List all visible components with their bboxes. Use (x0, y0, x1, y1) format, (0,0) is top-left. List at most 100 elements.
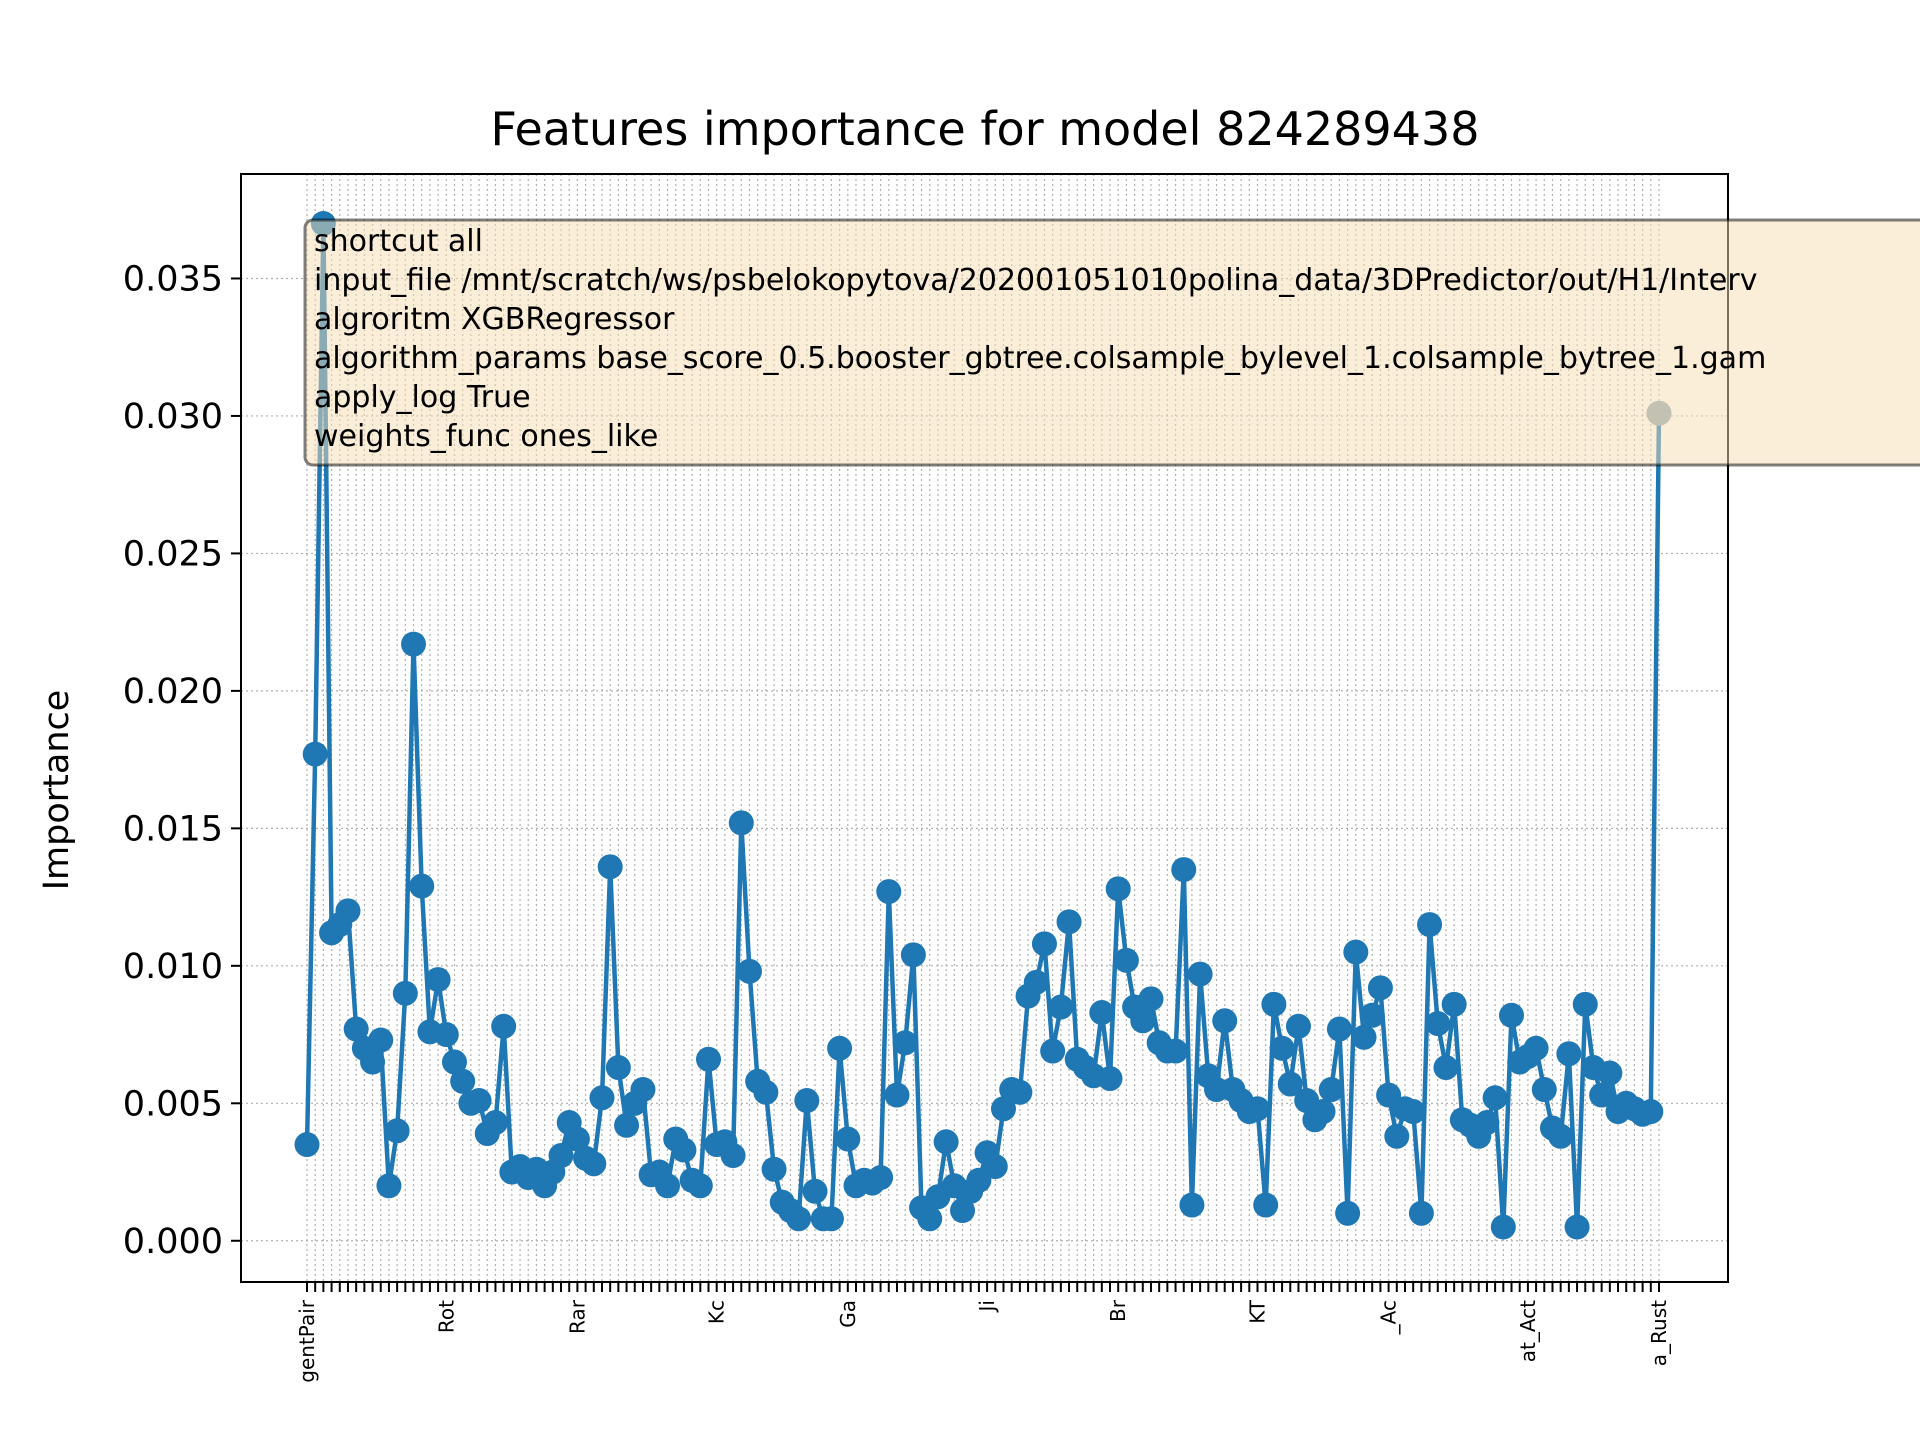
x-tick-label: gentPair (295, 1299, 319, 1382)
data-point (1023, 969, 1049, 995)
data-point (1171, 857, 1197, 883)
data-point (1474, 1110, 1500, 1136)
data-point (1441, 991, 1467, 1017)
data-point (425, 967, 451, 993)
data-point (1523, 1035, 1549, 1061)
data-point (671, 1137, 697, 1163)
data-point (1007, 1079, 1033, 1105)
data-point (1425, 1011, 1451, 1037)
data-point (950, 1198, 976, 1224)
data-point (343, 1016, 369, 1042)
data-point (1384, 1123, 1410, 1149)
data-point (376, 1173, 402, 1199)
data-point (1376, 1082, 1402, 1108)
data-point (1482, 1085, 1508, 1111)
data-point (294, 1132, 320, 1158)
data-point (1400, 1099, 1426, 1125)
data-point (982, 1154, 1008, 1180)
data-point (1130, 1008, 1156, 1034)
data-point (1212, 1008, 1238, 1034)
x-tick-label: Kc (705, 1300, 729, 1324)
data-point (1277, 1071, 1303, 1097)
data-point (597, 854, 623, 880)
data-point (548, 1143, 574, 1169)
data-point (687, 1173, 713, 1199)
data-point (1417, 912, 1443, 938)
x-tick-label: Rar (565, 1299, 589, 1334)
chart-title: Features importance for model 824289438 (491, 102, 1480, 156)
data-point (1531, 1077, 1557, 1103)
data-point (1048, 994, 1074, 1020)
x-axis-tick-labels: gentPair Rot Rar Kc Ga Ji Br KT _Ac at_Act a_Rust (295, 1299, 1671, 1383)
annotation-line-input-file: input_file /mnt/scratch/ws/psbelokopytov… (314, 263, 1757, 298)
data-point (818, 1206, 844, 1232)
y-tick-label: 0.020 (123, 672, 223, 712)
data-point (761, 1156, 787, 1182)
annotation-box: shortcut all input_file /mnt/scratch/ws/… (303, 218, 1920, 467)
data-point (900, 942, 926, 968)
x-axis-ticks (306, 1282, 1660, 1292)
plot-frame (240, 173, 1729, 1283)
data-point (696, 1046, 722, 1072)
data-point (1499, 1002, 1525, 1028)
data-point (1433, 1055, 1459, 1081)
data-point (868, 1165, 894, 1191)
x-tick-label: _Ac (1377, 1300, 1401, 1335)
data-point (827, 1035, 853, 1061)
data-point (794, 1088, 820, 1114)
data-point (1089, 1000, 1115, 1026)
y-axis-ticks: 0.000 0.005 0.010 0.015 0.020 0.025 0.030 0.035 (123, 259, 241, 1262)
data-point (433, 1022, 459, 1048)
data-point (1179, 1192, 1205, 1218)
data-point (1138, 986, 1164, 1012)
annotation-line-apply-log: apply_log True (314, 380, 531, 415)
data-point (1548, 1123, 1574, 1149)
annotation-line-algorithm-params: algorithm_params base_score_0.5.booster_… (314, 341, 1766, 376)
data-point (302, 741, 328, 767)
data-point (1572, 991, 1598, 1017)
data-point (876, 879, 902, 905)
data-point (1638, 1099, 1664, 1125)
data-point (482, 1110, 508, 1136)
x-tick-label: Ga (836, 1300, 860, 1328)
data-point (1556, 1041, 1582, 1067)
x-tick-label: KT (1245, 1299, 1269, 1324)
data-point (1244, 1096, 1270, 1122)
data-point (835, 1126, 861, 1152)
data-point (1359, 1002, 1385, 1028)
y-tick-label: 0.025 (123, 534, 223, 574)
data-point (892, 1030, 918, 1056)
data-point (990, 1096, 1016, 1122)
y-tick-label: 0.030 (123, 397, 223, 437)
data-point (1163, 1038, 1189, 1064)
data-point (401, 631, 427, 657)
data-point (1261, 991, 1287, 1017)
y-tick-label: 0.015 (123, 809, 223, 849)
y-tick-label: 0.000 (123, 1222, 223, 1262)
data-point (614, 1112, 640, 1138)
data-point (933, 1129, 959, 1155)
data-point (335, 898, 361, 924)
data-point (753, 1079, 779, 1105)
data-point (630, 1077, 656, 1103)
data-point (360, 1049, 386, 1075)
data-point (409, 873, 435, 899)
data-point (589, 1085, 615, 1111)
data-point (1253, 1192, 1279, 1218)
data-point (392, 980, 418, 1006)
data-point (1285, 1013, 1311, 1039)
y-tick-label: 0.010 (123, 947, 223, 987)
data-point (1113, 947, 1139, 973)
annotation-line-algorithm: algroritm XGBRegressor (314, 302, 675, 337)
data-point (1031, 931, 1057, 957)
data-point (1597, 1060, 1623, 1086)
data-point (1589, 1082, 1615, 1108)
x-tick-label: Br (1106, 1299, 1130, 1322)
data-point (384, 1118, 410, 1144)
data-point (1056, 909, 1082, 935)
annotation-background (303, 218, 1920, 467)
importance-series-points (294, 210, 1672, 1240)
data-point (1326, 1016, 1352, 1042)
data-point (720, 1143, 746, 1169)
